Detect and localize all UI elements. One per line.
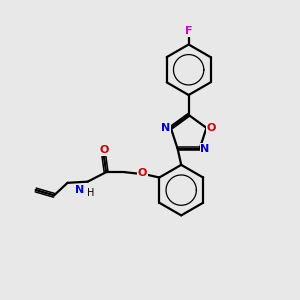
Text: N: N [161,123,170,133]
Text: N: N [75,185,84,195]
Text: H: H [86,188,94,198]
Text: F: F [185,26,192,36]
Text: N: N [200,144,209,154]
Text: O: O [138,168,147,178]
Text: O: O [207,123,216,133]
Text: O: O [99,146,108,155]
